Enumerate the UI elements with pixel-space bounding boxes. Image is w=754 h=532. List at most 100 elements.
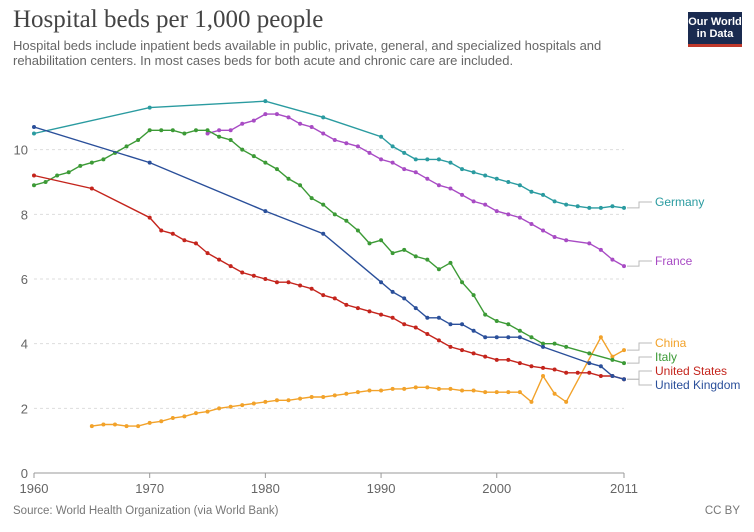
data-point-france-1988 (355, 144, 360, 149)
data-point-france-2004 (541, 228, 546, 233)
series-line-united-states (33, 174, 625, 380)
data-point-italy-1999 (483, 312, 488, 317)
data-point-united-states-2002 (517, 361, 522, 366)
data-point-germany-1992 (402, 150, 407, 155)
series-china (89, 335, 626, 429)
data-point-italy-1994 (425, 257, 430, 262)
data-point-italy-1991 (390, 251, 395, 256)
data-point-france-1978 (240, 121, 245, 126)
data-point-italy-1984 (309, 196, 314, 201)
data-point-united-kingdom-1994 (425, 315, 430, 320)
data-point-france-1992 (402, 167, 407, 172)
series-line-china (91, 335, 625, 427)
data-point-china-1996 (448, 386, 453, 391)
data-point-united-kingdom-1960 (32, 125, 36, 130)
owid-logo[interactable]: Our World in Data (688, 12, 742, 47)
data-point-france-2003 (529, 222, 534, 227)
x-tick-label-2000: 2000 (482, 481, 511, 496)
data-point-china-1985 (321, 395, 326, 400)
license-badge[interactable]: CC BY (704, 505, 740, 517)
data-point-italy-1998 (471, 293, 476, 298)
data-point-france-2006 (564, 238, 569, 243)
data-point-united-states-1988 (355, 306, 360, 311)
data-point-united-states-1985 (321, 293, 326, 298)
data-point-italy-1973 (182, 131, 187, 136)
data-point-italy-1989 (367, 241, 372, 246)
data-point-italy-2005 (552, 341, 557, 346)
data-point-united-states-1992 (402, 322, 407, 327)
data-point-france-2008 (587, 241, 592, 246)
series-label-china: China (655, 336, 687, 350)
x-tick-label-1970: 1970 (135, 481, 164, 496)
data-point-united-states-1980 (263, 277, 268, 281)
data-point-france-2000 (494, 209, 499, 214)
data-point-united-states-1972 (170, 231, 175, 236)
data-point-china-1968 (124, 424, 129, 429)
data-point-italy-1971 (159, 128, 164, 133)
data-point-italy-1983 (298, 183, 303, 188)
data-point-united-kingdom-2002 (517, 335, 522, 340)
data-point-france-1996 (448, 186, 453, 191)
data-point-italy-1982 (286, 176, 291, 181)
data-point-china-1998 (471, 388, 476, 393)
y-tick-label-4: 4 (21, 337, 28, 352)
data-point-germany-1997 (460, 167, 465, 172)
data-point-france-1975 (205, 131, 210, 136)
data-point-italy-2000 (494, 319, 499, 324)
data-point-germany-1995 (436, 157, 441, 162)
series-line-italy (33, 129, 625, 364)
data-point-france-1976 (217, 128, 222, 133)
logo-line-2: in Data (696, 28, 734, 40)
data-point-italy-1997 (460, 280, 465, 285)
data-point-china-2005 (552, 391, 557, 396)
data-point-italy-1992 (402, 247, 407, 252)
data-point-france-1986 (332, 137, 337, 142)
data-point-italy-1972 (170, 128, 175, 133)
data-point-china-1984 (309, 395, 314, 400)
data-point-united-kingdom-1985 (321, 231, 326, 236)
data-point-italy-1970 (147, 128, 152, 133)
data-point-united-states-1974 (193, 241, 198, 246)
data-point-france-2001 (506, 212, 511, 217)
data-point-united-states-1973 (182, 238, 187, 243)
y-tick-label-10: 10 (14, 143, 28, 158)
data-point-italy-2004 (541, 341, 546, 346)
data-point-united-states-1982 (286, 280, 291, 285)
data-point-china-1983 (298, 396, 303, 401)
data-point-china-1981 (274, 398, 279, 403)
data-point-italy-1966 (101, 157, 106, 162)
data-point-united-states-1989 (367, 309, 372, 314)
data-point-china-1997 (460, 388, 465, 393)
x-tick-label-1960: 1960 (20, 481, 49, 496)
data-point-china-1979 (251, 401, 256, 406)
data-point-united-states-2009 (598, 374, 603, 378)
data-point-italy-1975 (205, 128, 210, 133)
data-point-united-states-1979 (251, 273, 256, 278)
y-tick-label-2: 2 (21, 401, 28, 416)
data-point-france-1982 (286, 115, 291, 120)
data-point-france-1995 (436, 183, 441, 188)
data-point-united-kingdom-2009 (598, 364, 603, 369)
series-line-united-kingdom (33, 126, 625, 380)
data-point-china-2001 (506, 390, 511, 395)
leader-line-italy (627, 356, 652, 364)
data-point-china-2006 (564, 399, 569, 404)
data-point-france-1979 (251, 118, 256, 123)
series-line-france (207, 113, 625, 267)
data-point-united-states-2003 (529, 364, 534, 369)
data-point-france-2010 (610, 257, 615, 262)
data-point-france-1993 (413, 170, 418, 175)
page-title: Hospital beds per 1,000 people (13, 6, 324, 33)
x-tick-label-1980: 1980 (251, 481, 280, 496)
data-point-france-1984 (309, 125, 314, 130)
data-point-china-2004 (541, 374, 546, 378)
data-point-germany-1980 (263, 99, 268, 104)
data-point-china-2000 (494, 390, 499, 395)
data-point-united-states-2007 (575, 370, 580, 375)
data-point-united-kingdom-1970 (147, 160, 152, 165)
leader-line-france (627, 260, 652, 267)
data-point-china-1982 (286, 398, 291, 403)
data-point-china-1986 (332, 393, 337, 398)
data-point-united-states-1986 (332, 296, 337, 301)
data-point-italy-1996 (448, 260, 453, 265)
